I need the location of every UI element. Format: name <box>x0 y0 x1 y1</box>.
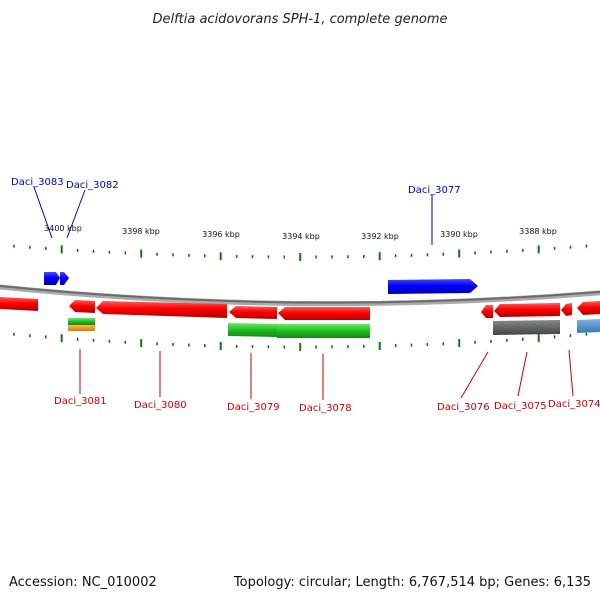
gene-daci-3075[interactable] <box>561 303 572 316</box>
gene-label-daci-3081[interactable]: Daci_3081 <box>54 396 107 407</box>
gene-daci-3076[interactable] <box>494 303 560 317</box>
gene-daci-3081[interactable] <box>69 300 95 313</box>
leader-line-3075 <box>517 351 528 397</box>
accession-text: Accession: NC_010002 <box>9 575 157 590</box>
gene-label-daci-3079[interactable]: Daci_3079 <box>227 402 280 413</box>
cog-bar-green <box>277 324 370 338</box>
gene-label-daci-3082[interactable]: Daci_3082 <box>66 180 119 191</box>
scale-label: 3400 kbp <box>44 224 82 233</box>
gene-daci-3076-part[interactable] <box>481 305 493 318</box>
cog-bar-gray <box>493 320 560 335</box>
gene-daci-3074[interactable] <box>577 301 600 315</box>
cog-bar-blue <box>577 319 600 333</box>
scale-label: 3392 kbp <box>361 232 399 241</box>
gene-daci-3079[interactable] <box>229 306 277 319</box>
scale-label: 3388 kbp <box>519 227 557 236</box>
cog-bar-green <box>68 318 95 325</box>
map-title: Delftia acidovorans SPH-1, complete geno… <box>152 12 447 27</box>
leader-line-3083 <box>33 186 53 239</box>
scale-ticks-top <box>13 244 588 261</box>
scale-ticks-bottom <box>13 332 588 351</box>
gene-daci-3078[interactable] <box>278 307 370 320</box>
scale-label: 3398 kbp <box>122 227 160 236</box>
scale-label: 3394 kbp <box>282 232 320 241</box>
scale-label: 3396 kbp <box>202 230 240 239</box>
gene-label-daci-3076[interactable]: Daci_3076 <box>437 402 490 413</box>
cog-bar-green <box>228 323 277 337</box>
leader-line-3082 <box>66 189 86 239</box>
leader-line-3074 <box>568 349 574 397</box>
leader-line-3076 <box>460 351 489 399</box>
genome-backbone-edge <box>0 284 600 304</box>
gene-label-daci-3074[interactable]: Daci_3074 <box>548 399 600 410</box>
gene-label-daci-3078[interactable]: Daci_3078 <box>299 403 352 414</box>
gene-label-daci-3075[interactable]: Daci_3075 <box>494 401 547 412</box>
gene-daci-3083[interactable] <box>44 272 60 285</box>
gene-daci-3077[interactable] <box>388 279 478 294</box>
gene-daci-3080[interactable] <box>96 301 227 318</box>
gene-label-daci-3083[interactable]: Daci_3083 <box>11 177 64 188</box>
gene-daci-3082[interactable] <box>60 272 69 285</box>
gene-partial-left[interactable] <box>0 297 38 311</box>
scale-label: 3390 kbp <box>440 230 478 239</box>
gene-label-daci-3077[interactable]: Daci_3077 <box>408 185 461 196</box>
cog-bar-orange <box>68 325 95 331</box>
topology-summary: Topology: circular; Length: 6,767,514 bp… <box>233 575 591 590</box>
gene-label-daci-3080[interactable]: Daci_3080 <box>134 400 187 411</box>
